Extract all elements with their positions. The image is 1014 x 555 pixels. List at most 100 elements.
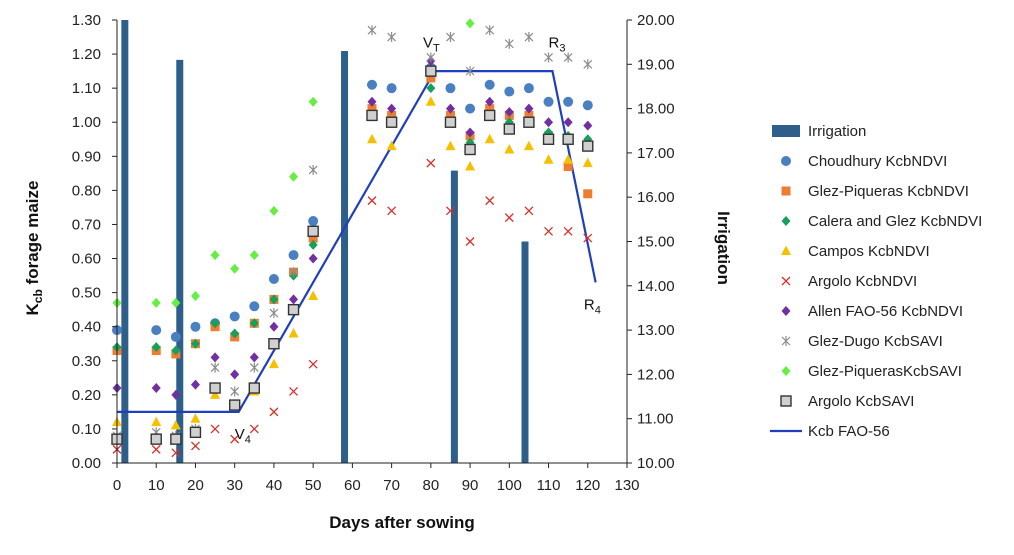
x-tick-label: 100 [497,477,522,494]
campos-kcbndvi-point [504,143,515,154]
campos-kcbndvi-point [484,133,495,144]
y-tick-label: 1.20 [72,46,101,63]
campos-kcbndvi-point [210,389,221,399]
y-tick-label: 0.10 [72,421,101,438]
calera-and-glez-kcbndvi-point [230,328,240,339]
campos-kcbndvi-point [170,420,181,430]
axes: 0 10 20 30 40 50 60 70 80 90 100 110 120 130 0.00 0.10 0… [23,12,733,532]
irrigation-bar [450,170,458,463]
allen-fao-56-kcbndvi-point [445,103,455,114]
glez-dugo-kcbsavi-point [563,52,573,63]
choudhury-kcbndvi-point [465,103,476,114]
legend-swatch-argolo-kcbndvi [781,276,791,286]
argolo-kcbndvi-point [544,226,553,236]
allen-fao-56-kcbndvi-point [249,352,259,363]
argolo-kcbndvi-point [308,359,318,369]
y2-tick-label: 10.00 [637,455,675,472]
allen-fao-56-kcbndvi-point [190,379,200,390]
glez-dugo-kcbsavi-point [485,25,495,36]
campos-kcbndvi-point [268,358,279,369]
allen-fao-56-kcbndvi-point [524,103,534,114]
calera-and-glez-kcbndvi-point [210,318,220,329]
legend: Irrigation Choudhury KcbNDVI Glez-Piqueras… [770,123,982,440]
argolo-kcbndvi-point [485,196,495,206]
legend-swatch-glez-piqueraskcbsavi [781,366,791,376]
glez-piqueras-kcbndvi-point [563,162,573,172]
glez-piqueras-kcbndvi-point [367,104,377,114]
choudhury-kcbndvi-point [386,83,397,94]
y-tick-label: 1.30 [72,12,101,29]
y2-tick-label: 14.00 [637,278,675,295]
legend-swatch-calera-and-glez-kcbndvi [781,216,791,226]
irrigation-bar [176,59,184,464]
legend-label-allen-fao-56-kcbndvi: Allen FAO-56 KcbNDVI [808,303,963,320]
allen-fao-56-kcbndvi-point [367,96,377,107]
argolo-kcbndvi-point [524,206,534,216]
choudhury-kcbndvi-point [288,250,299,261]
legend-label-campos-kcbndvi: Campos KcbNDVI [808,243,930,260]
stage-label: R4 [584,297,601,317]
legend-label-argolo-kcbndvi: Argolo KcbNDVI [808,273,917,290]
glez-piqueraskcbsavi-point [289,171,299,182]
y2-tick-label: 19.00 [637,56,675,73]
argolo-kcbsavi-point [268,338,280,350]
legend-swatch-glez-piqueras-kcbndvi [781,186,791,196]
irrigation-bar [341,51,349,463]
argolo-kcbsavi-point [248,382,261,394]
campos-kcbndvi-point [563,154,574,164]
choudhury-kcbndvi-point [543,96,554,107]
glez-piqueras-kcbndvi-point [387,110,397,120]
legend-swatch-irrigation [772,125,800,137]
argolo-kcbsavi-point [425,65,437,77]
argolo-kcbndvi-point [269,407,279,417]
calera-and-glez-kcbndvi-point [308,239,318,250]
stage-label: R3 [549,34,566,54]
legend-label-glez-dugo-kcbsavi: Glez-Dugo KcbSAVI [808,333,943,350]
glez-dugo-kcbsavi-point [426,52,436,63]
x-tick-label: 50 [305,477,322,494]
choudhury-kcbndvi-point [563,96,574,107]
legend-swatch-choudhury-kcbndvi [781,156,791,166]
glez-dugo-kcbsavi-point [230,386,240,397]
argolo-kcbsavi-point [444,116,457,128]
argolo-kcbndvi-point [367,196,377,206]
legend-label-irrigation: Irrigation [808,123,866,140]
glez-dugo-kcbsavi-point [504,38,514,49]
calera-and-glez-kcbndvi-point [190,338,200,349]
legend-label-glez-piqueras-kcbndvi: Glez-Piqueras KcbNDVI [808,183,969,200]
choudhury-kcbndvi-point [367,79,377,90]
choudhury-kcbndvi-point [523,83,534,94]
legend-label-choudhury-kcbndvi: Choudhury KcbNDVI [808,153,947,170]
x-tick-label: 130 [614,477,639,494]
calera-and-glez-kcbndvi-point [171,345,181,356]
argolo-kcbndvi-point [426,158,436,168]
argolo-kcbsavi-point [189,426,202,439]
argolo-kcbsavi-point [287,303,300,316]
campos-kcbndvi-point [386,140,397,151]
y-tick-label: 0.40 [72,319,101,336]
x-tick-label: 40 [266,477,283,494]
argolo-kcbndvi-point [249,424,259,434]
y2-tick-label: 15.00 [637,234,675,251]
argolo-kcbsavi-point [228,399,241,411]
allen-fao-56-kcbndvi-point [485,96,495,107]
glez-piqueraskcbsavi-point [210,250,220,261]
calera-and-glez-kcbndvi-point [151,342,161,353]
y-tick-label: 0.50 [72,285,101,302]
allen-fao-56-kcbndvi-point [583,120,593,131]
campos-kcbndvi-point [288,328,299,338]
argolo-kcbsavi-point [366,109,378,122]
allen-fao-56-kcbndvi-point [230,369,240,380]
legend-label-kcb-fao-56: Kcb FAO-56 [808,423,890,440]
argolo-kcbsavi-point [150,433,162,445]
glez-dugo-kcbsavi-point [446,32,455,43]
campos-kcbndvi-point [582,157,593,168]
glez-dugo-kcbsavi-point [583,59,593,70]
glez-dugo-kcbsavi-point [289,267,298,278]
y-tick-label: 0.20 [72,387,101,404]
argolo-kcbndvi-point [289,386,298,396]
campos-kcbndvi-point [445,140,456,151]
stage-label: V4 [235,426,251,446]
campos-kcbndvi-point [308,290,319,301]
